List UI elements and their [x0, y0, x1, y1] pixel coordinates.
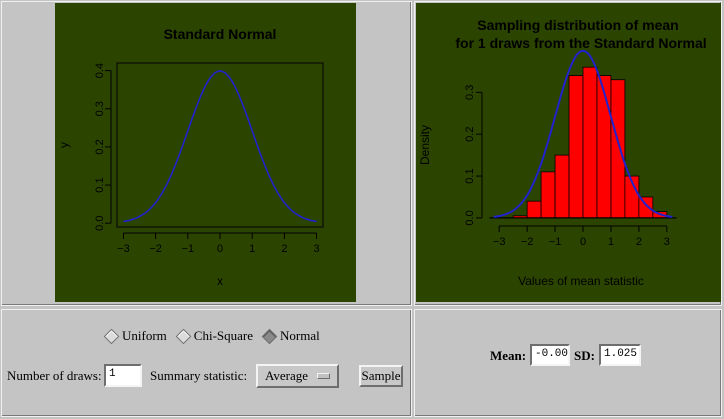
- y-tick-label: 0.1: [464, 168, 476, 183]
- chart-background: [55, 3, 356, 302]
- mean-label: Mean:: [490, 348, 527, 363]
- plot-frame: [116, 62, 324, 228]
- left-plot-panel: Standard Normal −3 −2 −1 0 1 2 3 0.0 0.1 0.2 0.3 0.4…: [1, 1, 412, 306]
- histogram-bar: [582, 66, 598, 219]
- x-tick-label: −1: [182, 243, 195, 255]
- chart-title: Sampling distribution of mean: [477, 17, 678, 33]
- distribution-radio-group: Uniform Chi-Square Normal: [103, 328, 328, 344]
- histogram-bar: [610, 79, 626, 219]
- x-axis-label: x: [217, 274, 223, 288]
- statistic-value: Average: [264, 368, 309, 383]
- right-plot-panel: Sampling distribution of mean for 1 draws…: [414, 1, 722, 306]
- x-tick-label: 2: [281, 243, 287, 255]
- histogram-bar: [540, 171, 556, 219]
- draws-input[interactable]: 1: [104, 364, 142, 387]
- x-tick-label: −2: [521, 236, 534, 248]
- x-tick-label: −2: [149, 243, 162, 255]
- chart-title: Standard Normal: [164, 26, 277, 42]
- mean-field[interactable]: -0.00: [530, 344, 570, 366]
- histogram-bar: [596, 75, 612, 219]
- radio-normal[interactable]: Normal: [261, 328, 320, 344]
- x-tick-label: 1: [608, 236, 614, 248]
- statistic-label: Summary statistic:: [150, 368, 248, 383]
- y-tick-label: 0.0: [94, 216, 106, 231]
- radio-indicator-icon: [175, 328, 192, 344]
- x-tick-label: 0: [217, 243, 223, 255]
- y-tick-label: 0.4: [94, 63, 106, 78]
- x-tick-label: 3: [314, 243, 320, 255]
- y-tick-label: 0.2: [464, 127, 476, 142]
- sampling-distribution-chart: Sampling distribution of mean for 1 draws…: [416, 3, 721, 302]
- x-tick-label: −1: [549, 236, 562, 248]
- option-menu-icon: [317, 373, 331, 379]
- draws-label: Number of draws:: [7, 368, 102, 383]
- chart-subtitle: for 1 draws from the Standard Normal: [455, 35, 706, 51]
- x-tick-label: 0: [580, 236, 586, 248]
- y-tick-label: 0.2: [94, 139, 106, 154]
- controls-panel: Uniform Chi-Square Normal Number of draw…: [1, 309, 412, 417]
- standard-normal-chart: Standard Normal −3 −2 −1 0 1 2 3 0.0 0.1 0.2 0.3 0.4…: [55, 3, 356, 302]
- x-tick-label: 2: [636, 236, 642, 248]
- sample-button[interactable]: Sample: [359, 365, 403, 387]
- radio-indicator-icon: [103, 328, 120, 344]
- chart-background: [416, 3, 721, 302]
- radio-indicator-icon: [261, 328, 278, 344]
- y-tick-label: 0.1: [94, 177, 106, 192]
- x-axis-label: Values of mean statistic: [518, 274, 644, 288]
- y-axis-label: Density: [418, 125, 432, 165]
- histogram-bar: [568, 75, 584, 219]
- density-curve: [123, 70, 317, 223]
- y-tick-label: 0.3: [464, 85, 476, 100]
- radio-label: Normal: [280, 328, 320, 343]
- stats-panel: Mean: -0.00 SD: 1.025: [414, 309, 722, 417]
- y-tick-label: 0.0: [464, 210, 476, 225]
- sd-label: SD:: [574, 348, 595, 363]
- histogram-bar: [526, 200, 542, 219]
- histogram-bar: [554, 154, 570, 219]
- x-tick-label: −3: [117, 243, 130, 255]
- y-tick-label: 0.3: [94, 101, 106, 116]
- radio-uniform[interactable]: Uniform: [103, 328, 167, 344]
- radio-label: Chi-Square: [193, 328, 253, 343]
- x-tick-label: 3: [664, 236, 670, 248]
- radio-label: Uniform: [122, 328, 167, 343]
- radio-chi-square[interactable]: Chi-Square: [175, 328, 253, 344]
- y-axis-label: y: [57, 142, 71, 148]
- x-tick-label: 1: [249, 243, 255, 255]
- normal-overlay-curve: [493, 49, 673, 218]
- statistic-select[interactable]: Average: [256, 364, 339, 388]
- x-tick-label: −3: [493, 236, 506, 248]
- sd-field[interactable]: 1.025: [599, 344, 641, 366]
